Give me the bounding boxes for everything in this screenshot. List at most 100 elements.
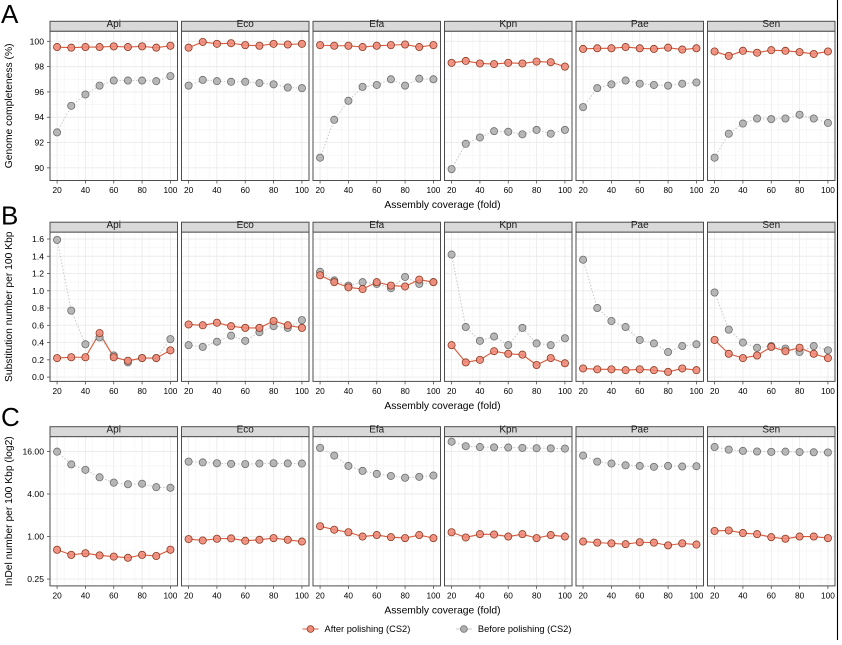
svg-text:96: 96 xyxy=(34,87,44,97)
svg-text:1.2: 1.2 xyxy=(32,269,44,279)
svg-text:80: 80 xyxy=(400,185,410,195)
svg-text:Before polishing (CS2): Before polishing (CS2) xyxy=(478,624,572,634)
svg-text:40: 40 xyxy=(81,591,91,601)
svg-text:20: 20 xyxy=(447,386,457,396)
svg-text:Assembly coverage (fold): Assembly coverage (fold) xyxy=(384,606,500,617)
svg-text:80: 80 xyxy=(269,386,279,396)
svg-text:20: 20 xyxy=(52,185,62,195)
svg-text:0.4: 0.4 xyxy=(32,338,44,348)
svg-text:Genome completeness (%): Genome completeness (%) xyxy=(4,43,15,168)
svg-text:60: 60 xyxy=(372,591,382,601)
svg-text:20: 20 xyxy=(447,185,457,195)
svg-text:60: 60 xyxy=(109,185,119,195)
svg-text:40: 40 xyxy=(607,591,617,601)
svg-text:100: 100 xyxy=(30,36,45,46)
svg-text:100: 100 xyxy=(426,185,440,195)
svg-text:40: 40 xyxy=(475,591,485,601)
svg-text:60: 60 xyxy=(504,591,514,601)
svg-text:Sen: Sen xyxy=(762,19,780,30)
svg-text:60: 60 xyxy=(241,185,251,195)
svg-text:C: C xyxy=(1,402,20,432)
svg-text:InDel number per 100 Kbp (log2: InDel number per 100 Kbp (log2) xyxy=(4,436,15,586)
svg-text:1.00: 1.00 xyxy=(27,532,44,542)
svg-text:Api: Api xyxy=(107,19,121,30)
svg-text:100: 100 xyxy=(295,386,309,396)
svg-text:60: 60 xyxy=(109,386,119,396)
svg-text:80: 80 xyxy=(795,386,805,396)
svg-text:80: 80 xyxy=(137,386,147,396)
svg-text:100: 100 xyxy=(558,591,572,601)
svg-text:40: 40 xyxy=(212,185,222,195)
svg-text:20: 20 xyxy=(710,591,720,601)
svg-text:20: 20 xyxy=(578,185,588,195)
svg-text:40: 40 xyxy=(81,386,91,396)
svg-text:Api: Api xyxy=(107,220,121,231)
svg-text:20: 20 xyxy=(710,386,720,396)
svg-text:100: 100 xyxy=(689,591,703,601)
svg-text:Api: Api xyxy=(107,425,121,436)
svg-text:80: 80 xyxy=(137,591,147,601)
svg-text:100: 100 xyxy=(558,386,572,396)
svg-text:94: 94 xyxy=(34,112,44,122)
svg-text:90: 90 xyxy=(34,163,44,173)
svg-text:80: 80 xyxy=(663,591,673,601)
svg-text:40: 40 xyxy=(738,185,748,195)
svg-text:20: 20 xyxy=(315,591,325,601)
svg-text:20: 20 xyxy=(184,185,194,195)
svg-text:40: 40 xyxy=(344,185,354,195)
svg-text:B: B xyxy=(1,200,18,230)
svg-text:100: 100 xyxy=(426,591,440,601)
svg-text:92: 92 xyxy=(34,138,44,148)
svg-text:40: 40 xyxy=(212,386,222,396)
svg-text:40: 40 xyxy=(607,185,617,195)
svg-text:60: 60 xyxy=(109,591,119,601)
svg-text:80: 80 xyxy=(269,185,279,195)
svg-text:100: 100 xyxy=(426,386,440,396)
svg-text:80: 80 xyxy=(795,591,805,601)
svg-text:Kpn: Kpn xyxy=(499,425,517,436)
svg-text:0.8: 0.8 xyxy=(32,303,44,313)
svg-text:40: 40 xyxy=(344,591,354,601)
svg-text:40: 40 xyxy=(475,386,485,396)
svg-text:100: 100 xyxy=(295,185,309,195)
svg-text:80: 80 xyxy=(532,386,542,396)
svg-text:Assembly coverage (fold): Assembly coverage (fold) xyxy=(384,200,500,211)
svg-text:80: 80 xyxy=(137,185,147,195)
svg-text:20: 20 xyxy=(184,386,194,396)
svg-text:Kpn: Kpn xyxy=(499,220,517,231)
svg-text:80: 80 xyxy=(400,386,410,396)
svg-text:0.25: 0.25 xyxy=(27,574,44,584)
svg-text:60: 60 xyxy=(372,185,382,195)
svg-text:A: A xyxy=(1,0,19,29)
svg-text:0.0: 0.0 xyxy=(32,372,44,382)
svg-text:1.4: 1.4 xyxy=(32,251,44,261)
svg-text:100: 100 xyxy=(295,591,309,601)
svg-text:40: 40 xyxy=(738,386,748,396)
svg-text:20: 20 xyxy=(52,386,62,396)
svg-text:20: 20 xyxy=(710,185,720,195)
svg-text:100: 100 xyxy=(821,185,835,195)
svg-text:60: 60 xyxy=(241,386,251,396)
svg-text:Efa: Efa xyxy=(369,19,384,30)
svg-text:40: 40 xyxy=(81,185,91,195)
svg-text:0.2: 0.2 xyxy=(32,355,44,365)
svg-text:60: 60 xyxy=(372,386,382,396)
svg-text:80: 80 xyxy=(663,386,673,396)
svg-text:Eco: Eco xyxy=(237,425,255,436)
svg-text:Eco: Eco xyxy=(237,19,255,30)
svg-text:80: 80 xyxy=(532,185,542,195)
svg-text:60: 60 xyxy=(767,185,777,195)
svg-text:40: 40 xyxy=(475,185,485,195)
svg-text:40: 40 xyxy=(738,591,748,601)
svg-text:Sen: Sen xyxy=(762,425,780,436)
svg-text:16.00: 16.00 xyxy=(22,446,44,456)
svg-text:Pae: Pae xyxy=(631,19,649,30)
svg-text:1.6: 1.6 xyxy=(32,234,44,244)
svg-text:4.00: 4.00 xyxy=(27,489,44,499)
svg-text:100: 100 xyxy=(689,386,703,396)
svg-text:20: 20 xyxy=(315,386,325,396)
svg-text:100: 100 xyxy=(558,185,572,195)
svg-text:40: 40 xyxy=(607,386,617,396)
svg-text:Substitution number per 100 Kb: Substitution number per 100 Kbp xyxy=(4,231,15,382)
svg-text:Eco: Eco xyxy=(237,220,255,231)
